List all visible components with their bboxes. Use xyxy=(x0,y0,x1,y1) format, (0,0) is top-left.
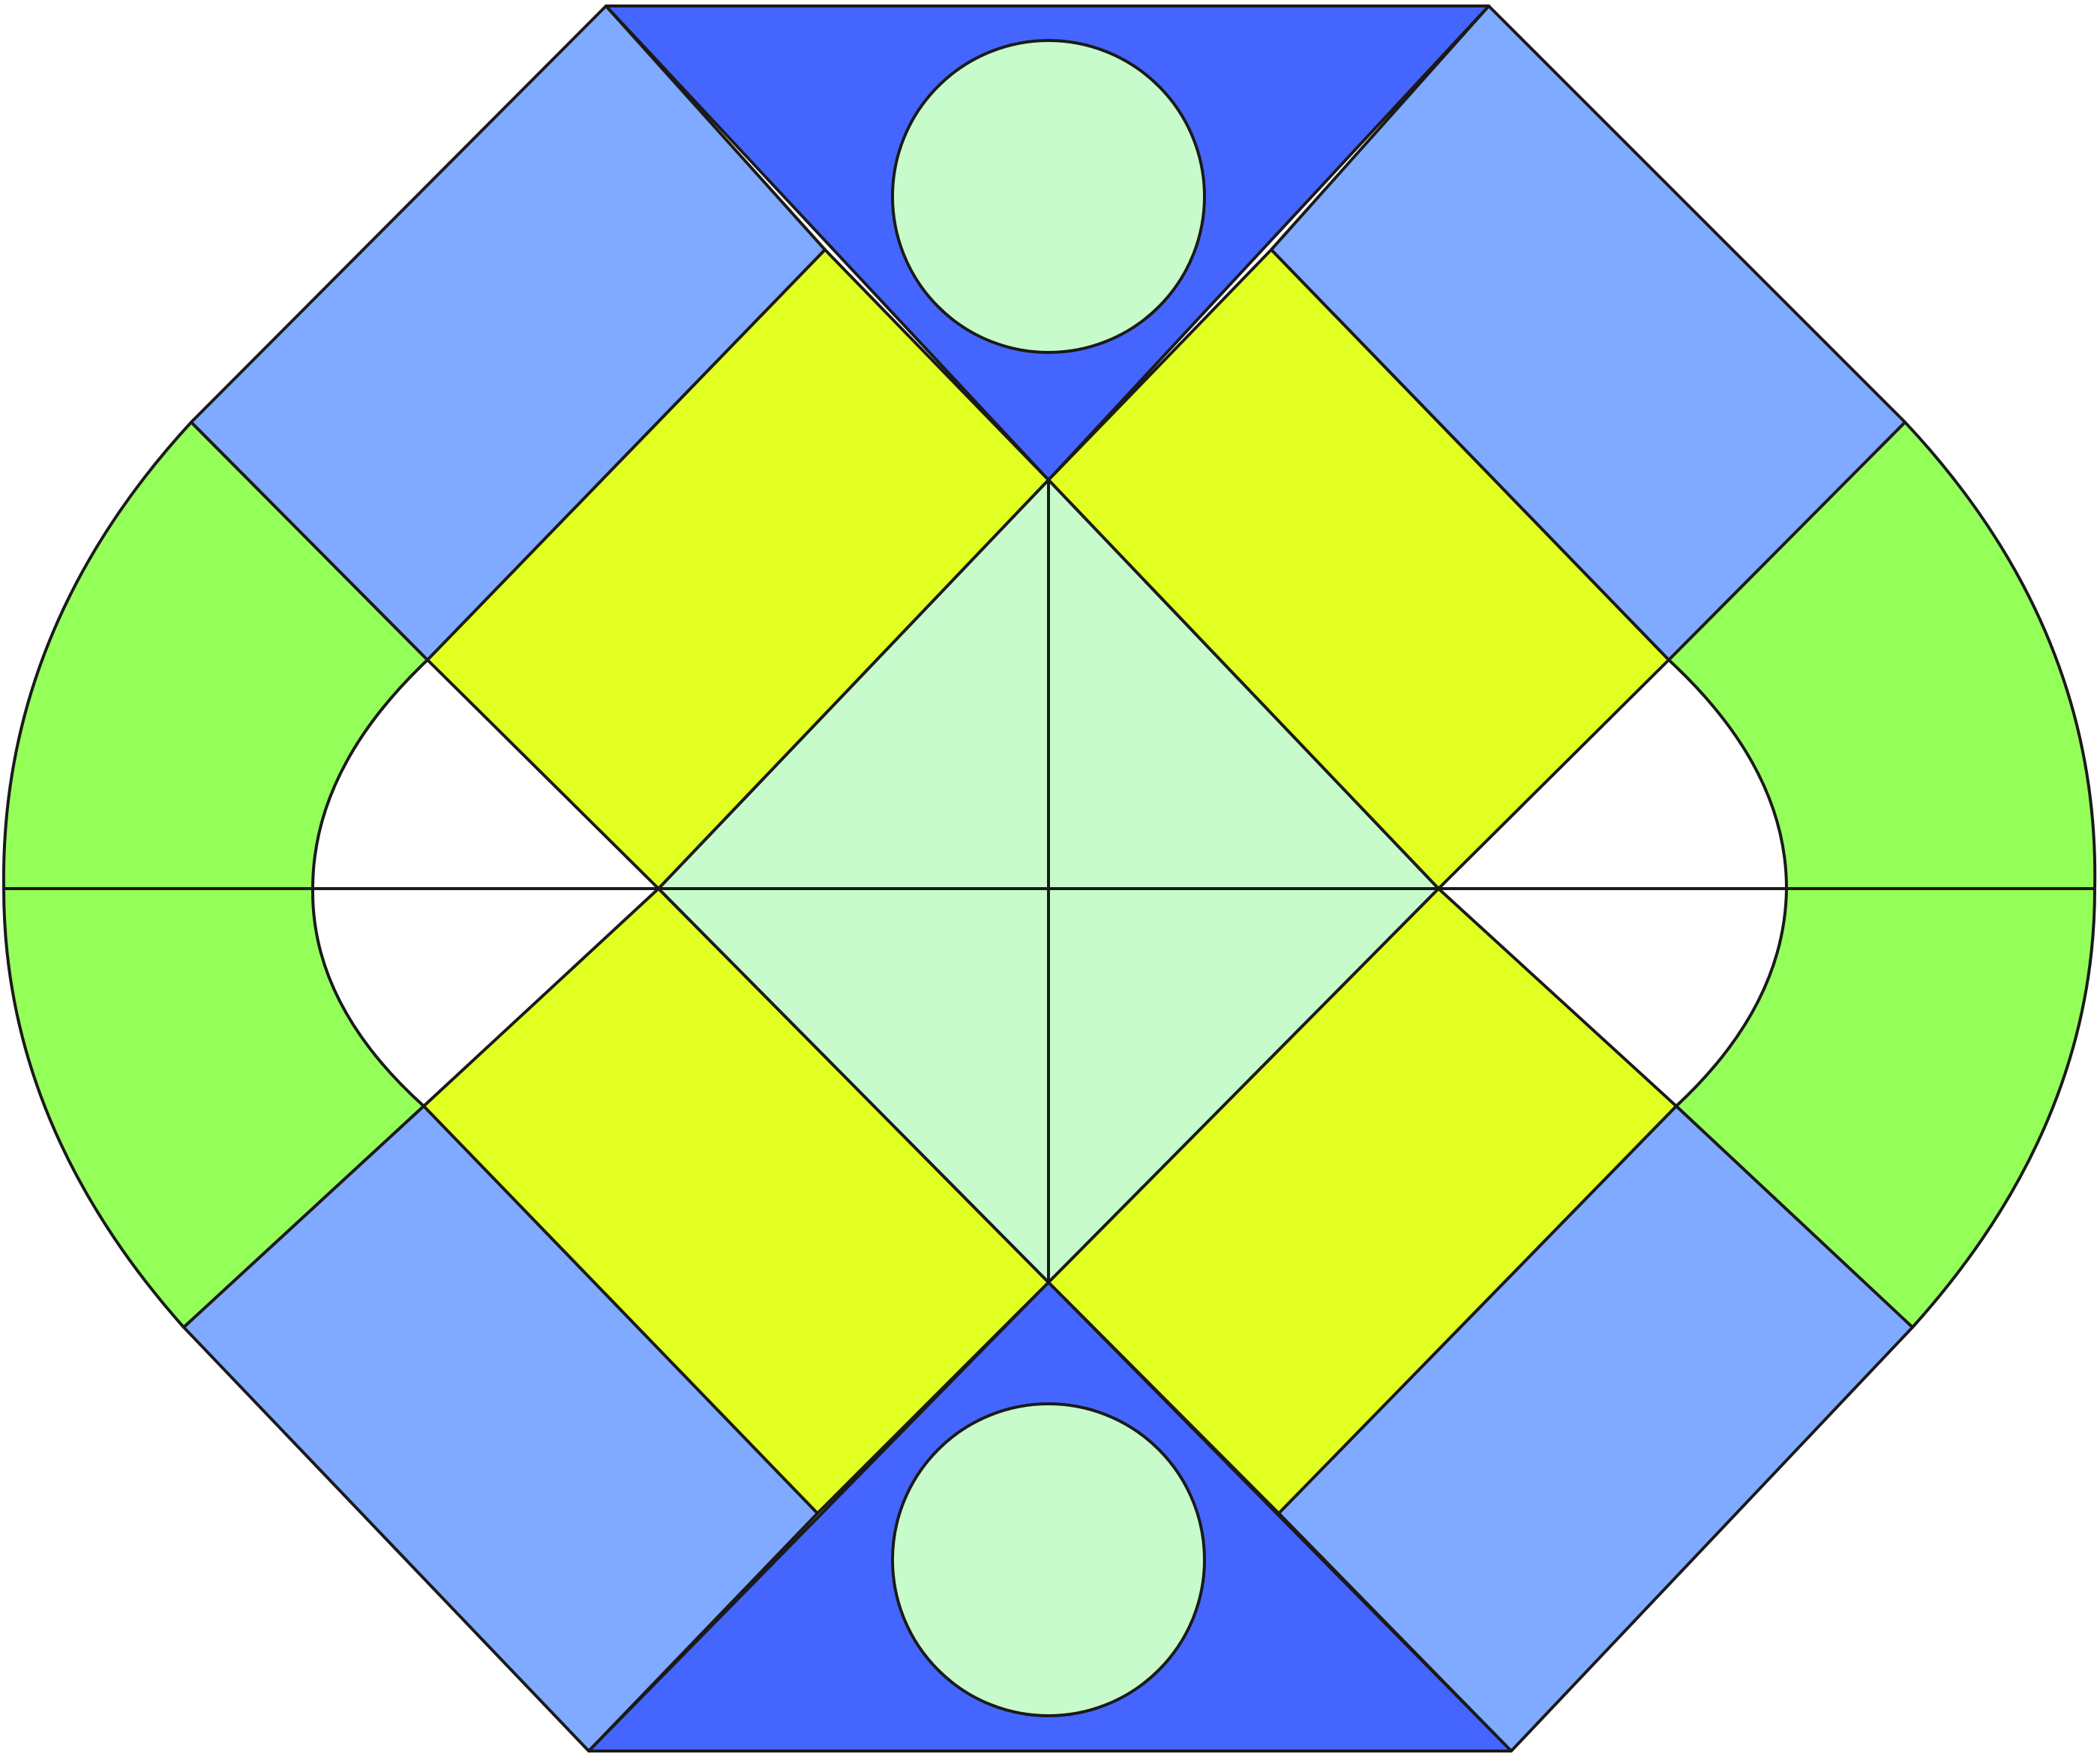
top-circle xyxy=(891,39,1206,354)
right-green-arc-band xyxy=(1667,421,2097,1329)
left-green-arc-band xyxy=(2,421,429,1329)
bottom-circle xyxy=(891,1402,1206,1717)
